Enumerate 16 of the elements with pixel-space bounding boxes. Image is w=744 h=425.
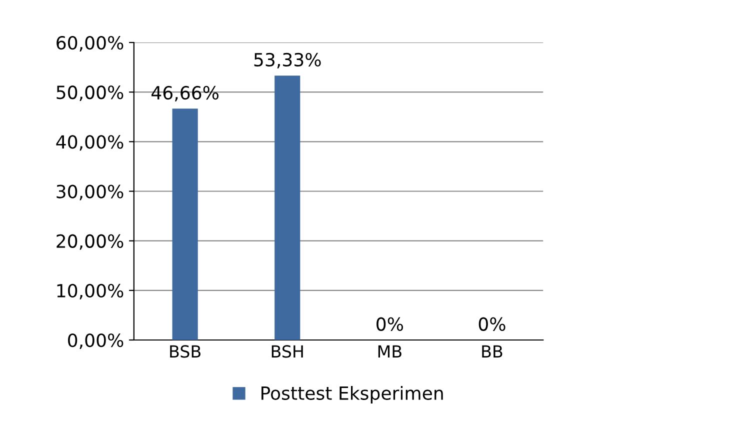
y-tick-label: 40,00% [56, 135, 124, 151]
y-tick-label: 0,00% [68, 333, 124, 349]
data-label: 46,66% [152, 86, 218, 102]
y-tick-label: 50,00% [56, 86, 124, 102]
x-tick-label: MB [378, 345, 402, 358]
y-tick-label: 60,00% [56, 36, 124, 52]
y-tick-label: 20,00% [56, 234, 124, 250]
x-tick-label: BSB [170, 345, 200, 358]
data-label: 53,33% [254, 52, 321, 68]
x-tick-label: BSH [272, 345, 303, 358]
x-tick-label: BB [482, 345, 502, 358]
y-tick-label: 30,00% [56, 184, 124, 200]
data-label: 0% [376, 317, 403, 331]
y-tick-label: 10,00% [57, 284, 124, 300]
data-label: 0% [478, 317, 506, 331]
legend-label: Posttest Eksperimen [262, 386, 443, 404]
